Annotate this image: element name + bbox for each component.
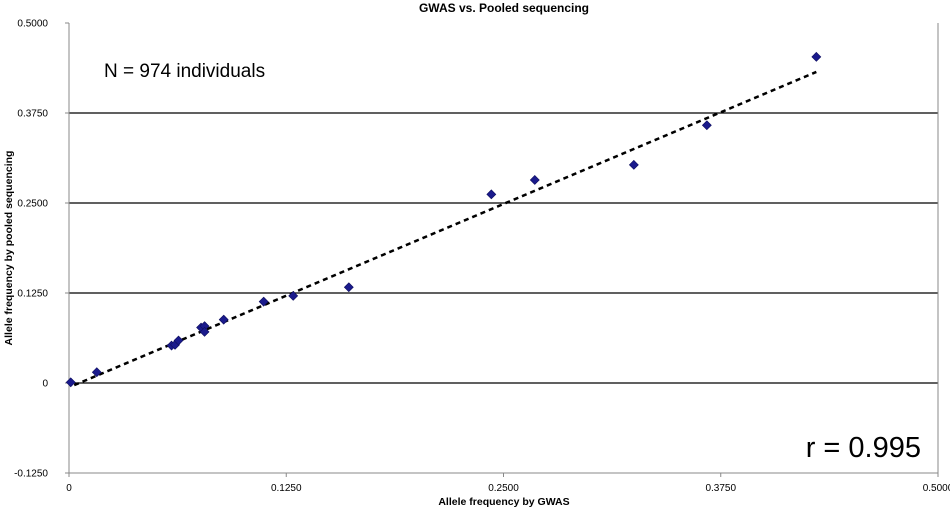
y-tick-label: 0.1250 <box>17 289 48 300</box>
data-point <box>91 367 102 378</box>
data-point <box>343 282 354 293</box>
x-tick-labels: 0 0.1250 0.2500 0.3750 0.5000 <box>66 473 950 494</box>
x-axis-label: Allele frequency by GWAS <box>438 496 569 508</box>
y-tick-label: 0.2500 <box>17 199 48 210</box>
data-point <box>288 290 299 301</box>
x-tick-label: 0.5000 <box>923 483 950 494</box>
data-point <box>811 51 822 62</box>
r-annotation: r = 0.995 <box>806 432 921 464</box>
data-point <box>486 189 497 200</box>
grid-lines <box>69 112 938 384</box>
data-point <box>529 175 540 185</box>
data-point <box>628 159 639 170</box>
x-tick-label: 0.2500 <box>488 483 519 494</box>
x-tick-label: 0.1250 <box>271 483 302 494</box>
x-tick-label: 0.3750 <box>705 483 736 494</box>
y-tick-label: 0.5000 <box>17 19 48 30</box>
y-tick-labels: -0.1250 0 0.1250 0.2500 0.3750 0.5000 <box>14 19 69 480</box>
y-tick-label: 0 <box>42 379 48 390</box>
data-points <box>65 51 822 388</box>
data-point <box>218 314 229 325</box>
data-point <box>258 296 269 307</box>
data-point <box>65 377 76 388</box>
data-point <box>199 326 210 337</box>
trend-line <box>73 70 817 387</box>
x-tick-label: 0 <box>66 483 72 494</box>
n-annotation: N = 974 individuals <box>104 61 265 82</box>
y-axis-label: Allele frequency by pooled sequencing <box>3 151 15 346</box>
y-tick-label: -0.1250 <box>14 469 48 480</box>
data-point <box>701 120 712 131</box>
data-point <box>173 335 184 346</box>
y-tick-label: 0.3750 <box>17 109 48 120</box>
chart-title: GWAS vs. Pooled sequencing <box>419 1 589 15</box>
